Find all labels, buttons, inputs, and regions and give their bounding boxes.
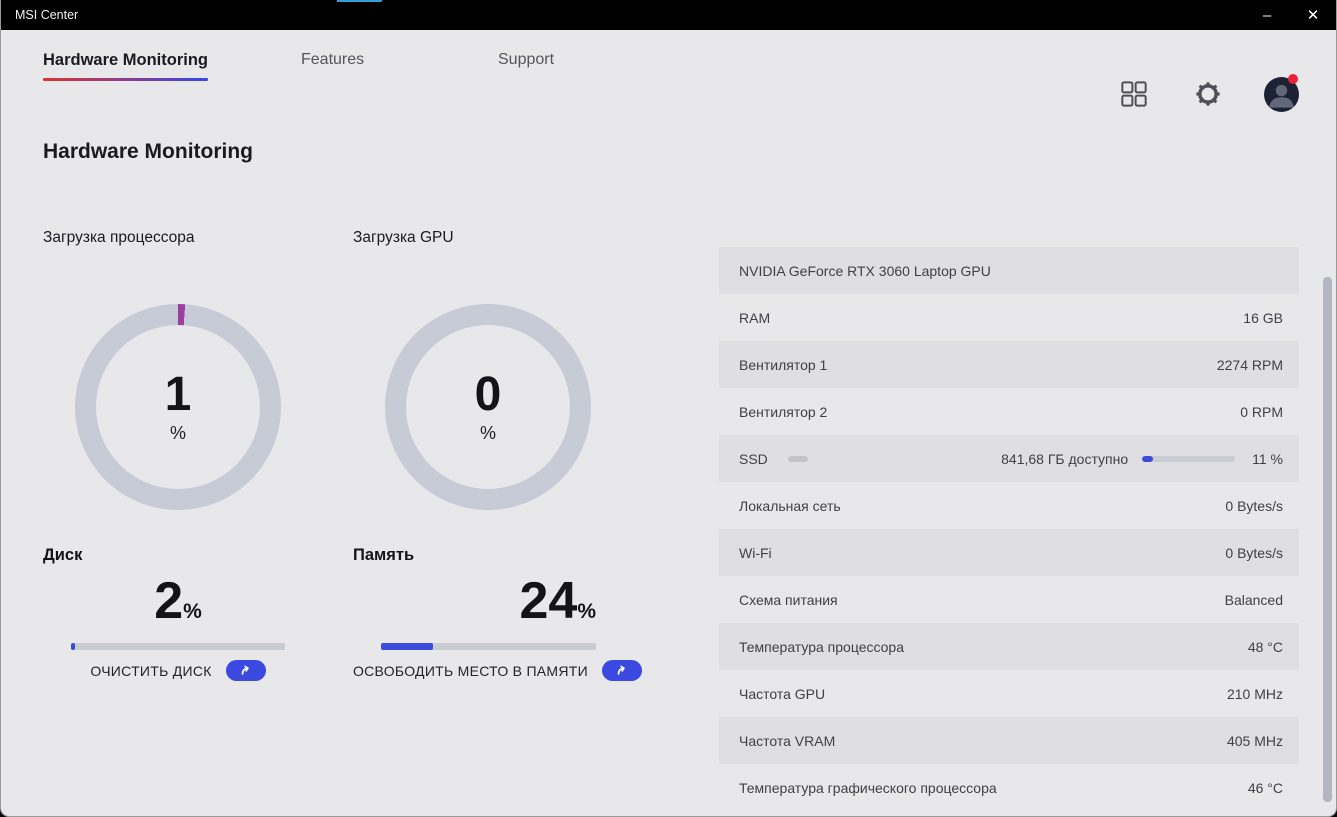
active-tab-underline	[43, 78, 209, 81]
table-row: Частота VRAM 405 MHz	[719, 717, 1299, 764]
window-controls: – ✕	[1244, 0, 1336, 30]
cpu-load-gauge: 1 %	[75, 304, 281, 510]
stat-value: 405 MHz	[1226, 732, 1283, 749]
free-memory-button[interactable]: ОСВОБОДИТЬ МЕСТО В ПАМЯТИ	[353, 660, 642, 681]
cpu-load-value: 1	[164, 367, 192, 421]
stat-label: Вентилятор 2	[739, 403, 828, 420]
stat-label: Wi-Fi	[739, 544, 772, 561]
stat-value: 0 Bytes/s	[1225, 544, 1283, 561]
table-row: Температура графического процессора 46 °C	[719, 764, 1299, 811]
user-avatar[interactable]	[1264, 77, 1299, 112]
apps-grid-icon[interactable]	[1120, 80, 1148, 108]
cpu-load-label: Загрузка процессора	[43, 229, 195, 246]
table-row: Частота GPU 210 MHz	[719, 670, 1299, 717]
stat-label: NVIDIA GeForce RTX 3060 Laptop GPU	[739, 262, 991, 279]
stat-value: 46 °C	[1247, 779, 1283, 796]
tab-label: Hardware Monitoring	[43, 51, 209, 69]
table-row: NVIDIA GeForce RTX 3060 Laptop GPU	[719, 247, 1299, 294]
stat-label: Локальная сеть	[739, 497, 841, 514]
stat-label: Частота GPU	[739, 685, 826, 702]
table-row: Температура процессора 48 °C	[719, 623, 1299, 670]
ssd-usage-bar	[1142, 455, 1236, 462]
disk-label: Диск	[43, 546, 83, 564]
memory-usage-bar	[381, 643, 596, 650]
tab-features[interactable]: Features	[301, 51, 364, 69]
scrollbar-thumb[interactable]	[1323, 277, 1332, 802]
stat-label: Схема питания	[739, 591, 838, 608]
gpu-load-value: 0	[474, 367, 502, 421]
stat-label: Температура процессора	[739, 638, 904, 655]
stat-label: Вентилятор 1	[739, 356, 828, 373]
stat-value: 0 RPM	[1240, 403, 1283, 420]
notification-dot	[1288, 74, 1298, 84]
table-row: Локальная сеть 0 Bytes/s	[719, 482, 1299, 529]
stat-label: SSD	[739, 450, 768, 467]
stat-value: 16 GB	[1243, 309, 1283, 326]
memory-usage-value: 24%	[519, 572, 596, 630]
tab-support[interactable]: Support	[498, 51, 554, 69]
table-row: RAM 16 GB	[719, 294, 1299, 341]
gear-icon[interactable]	[1194, 80, 1222, 108]
disk-usage-value: 2%	[154, 572, 202, 630]
stat-value: 210 MHz	[1226, 685, 1283, 702]
table-row: Вентилятор 1 2274 RPM	[719, 341, 1299, 388]
stat-value: Balanced	[1224, 591, 1283, 608]
table-row: Вентилятор 2 0 RPM	[719, 388, 1299, 435]
table-row: Wi-Fi 0 Bytes/s	[719, 529, 1299, 576]
tab-label: Features	[301, 51, 365, 68]
stat-value: 11 %	[1252, 450, 1283, 467]
titlebar: MSI Center – ✕	[1, 0, 1336, 30]
gpu-load-label: Загрузка GPU	[353, 229, 454, 246]
page-title: Hardware Monitoring	[43, 140, 254, 163]
table-row: SSD 841,68 ГБ доступно 11 %	[719, 435, 1299, 482]
tab-hardware-monitoring[interactable]: Hardware Monitoring	[43, 51, 209, 81]
navbar: Hardware Monitoring Features Support	[1, 30, 1336, 112]
memory-label: Память	[353, 546, 415, 564]
free-memory-label: ОСВОБОДИТЬ МЕСТО В ПАМЯТИ	[353, 662, 588, 679]
tab-label: Support	[498, 51, 555, 68]
boost-arrow-icon	[225, 660, 266, 681]
stat-value: 0 Bytes/s	[1225, 497, 1283, 514]
table-row: Схема питания Balanced	[719, 576, 1299, 623]
boost-arrow-icon	[601, 660, 642, 681]
gpu-load-gauge: 0 %	[385, 304, 591, 510]
close-button[interactable]: ✕	[1306, 7, 1320, 24]
ssd-activity-bar	[787, 455, 808, 462]
clean-disk-label: ОЧИСТИТЬ ДИСК	[90, 662, 212, 679]
disk-usage-bar	[71, 643, 285, 650]
stat-label: Температура графического процессора	[739, 779, 997, 796]
stats-table: NVIDIA GeForce RTX 3060 Laptop GPU RAM 16 …	[719, 247, 1299, 811]
stat-value: 2274 RPM	[1216, 356, 1283, 373]
gpu-load-unit: %	[479, 422, 496, 443]
stat-value: 48 °C	[1247, 638, 1283, 655]
background-window-artifact	[337, 0, 382, 2]
ssd-available-text: 841,68 ГБ доступно	[1001, 450, 1129, 467]
stat-label: RAM	[739, 309, 771, 326]
cpu-load-unit: %	[169, 422, 186, 443]
clean-disk-button[interactable]: ОЧИСТИТЬ ДИСК	[71, 660, 285, 681]
minimize-button[interactable]: –	[1262, 6, 1272, 24]
stat-label: Частота VRAM	[739, 732, 836, 749]
app-title: MSI Center	[15, 8, 79, 22]
